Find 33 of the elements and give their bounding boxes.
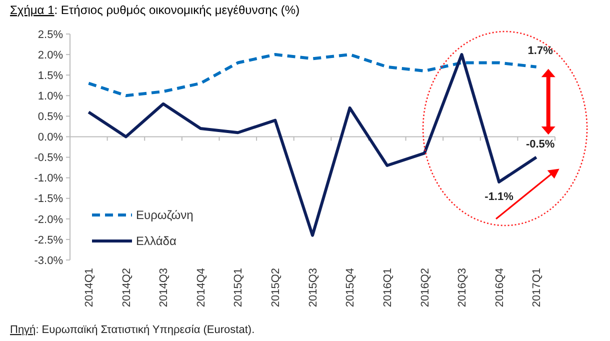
y-tick-label: 2.5% — [38, 28, 64, 41]
y-tick-label: 2.0% — [38, 49, 64, 62]
x-tick-label: 2015Q4 — [344, 268, 357, 308]
line-series — [87, 53, 538, 98]
x-tick-label: 2016Q3 — [456, 268, 469, 308]
annotation: -1.1% — [484, 190, 514, 203]
x-tick-label: 2016Q1 — [382, 268, 394, 308]
legend-label: Ευρωζώνη — [136, 208, 194, 222]
x-tick-label: 2016Q4 — [494, 268, 506, 308]
y-tick-label: 1.0% — [38, 90, 64, 102]
y-tick-label: -3.0% — [34, 254, 64, 267]
y-tick-label: -1.5% — [34, 193, 64, 206]
legend-label: Ελλάδα — [136, 234, 176, 248]
text: Πηγή: Ευρωπαϊκή Στατιστική Υπηρεσία (Eurostat). — [10, 324, 255, 336]
annotation: 1.7% — [528, 44, 554, 57]
x-tick-label: 2016Q2 — [419, 268, 432, 308]
x-tick-label: 2015Q3 — [307, 268, 320, 308]
chart-title: Σχήμα 1: Ετήσιος ρυθμός οικονομικής μεγέθυνσης (%) — [10, 3, 300, 17]
x-tick-label: 2015Q2 — [270, 268, 282, 308]
x-tick-label: 2015Q1 — [232, 268, 245, 308]
x-tick-label: 2014Q3 — [158, 268, 170, 308]
y-tick-label: 0.0% — [38, 132, 64, 144]
x-tick-label: 2014Q1 — [84, 268, 96, 308]
x-tick-label: 2014Q2 — [120, 268, 133, 308]
y-tick-label: -2.5% — [34, 234, 64, 246]
y-tick-label: -1.0% — [34, 172, 64, 185]
y-tick-label: -0.5% — [34, 152, 64, 164]
y-tick-label: -2.0% — [34, 214, 64, 226]
y-tick-label: 1.5% — [38, 70, 64, 82]
x-tick-label: 2014Q4 — [195, 268, 208, 308]
x-tick-label: 2017Q1 — [531, 268, 544, 308]
y-tick-label: 0.5% — [38, 111, 64, 124]
annotation: -0.5% — [526, 138, 555, 150]
